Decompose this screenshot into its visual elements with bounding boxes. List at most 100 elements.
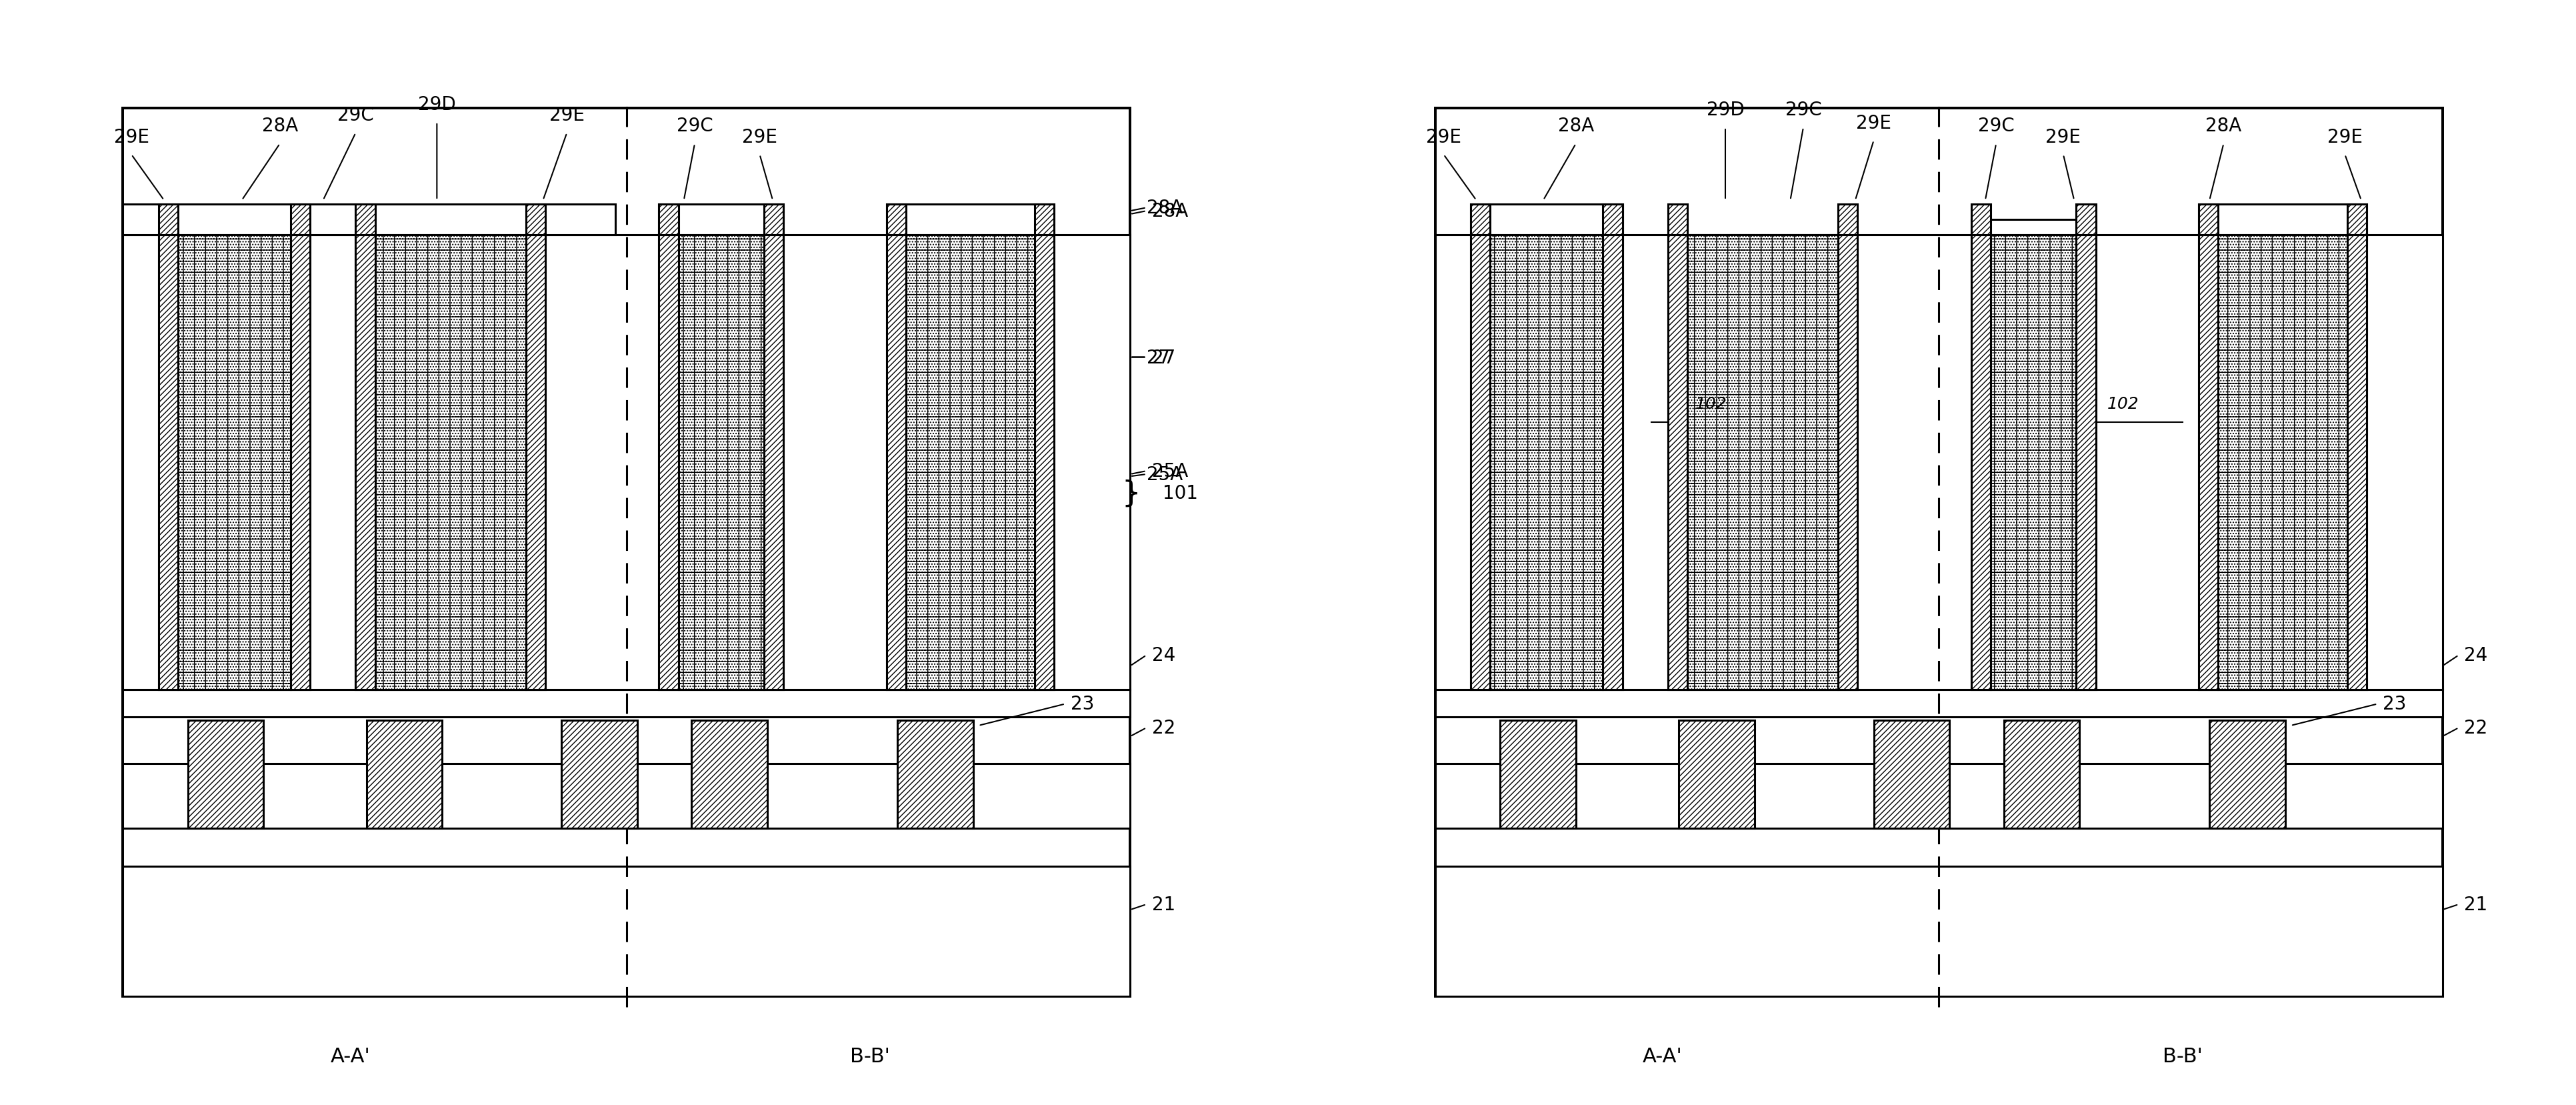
Bar <box>1435 235 2442 690</box>
Bar <box>1435 690 2442 717</box>
Bar <box>2347 204 2367 235</box>
Bar <box>124 108 1131 997</box>
Bar <box>2200 235 2218 690</box>
Bar <box>1602 204 1623 235</box>
Bar <box>886 235 1054 690</box>
Text: 29C: 29C <box>677 117 714 136</box>
Bar <box>1991 235 2076 690</box>
Text: 23: 23 <box>1072 695 1095 714</box>
Text: 29C: 29C <box>1785 101 1821 119</box>
Text: 29C: 29C <box>1978 117 2014 136</box>
Text: 28A: 28A <box>2205 117 2241 136</box>
Text: B-B': B-B' <box>850 1046 891 1065</box>
Text: 29D: 29D <box>417 95 456 114</box>
Bar <box>1680 720 1754 829</box>
Bar <box>2004 720 2079 829</box>
Text: 24: 24 <box>1151 646 1175 665</box>
Bar <box>355 204 376 235</box>
Bar <box>1971 235 2097 690</box>
Bar <box>2218 235 2347 690</box>
Bar <box>1036 235 1054 690</box>
Bar <box>160 235 178 690</box>
Text: 102: 102 <box>1695 396 1726 412</box>
Bar <box>2200 204 2367 235</box>
Text: A-A': A-A' <box>1643 1046 1682 1065</box>
Bar <box>1435 764 2442 829</box>
Bar <box>2347 235 2367 690</box>
Bar <box>886 204 907 235</box>
Bar <box>124 235 1131 690</box>
Text: 21: 21 <box>1151 895 1175 914</box>
Text: 101: 101 <box>1162 484 1198 503</box>
Bar <box>1492 235 1602 690</box>
Bar <box>1435 108 2442 997</box>
Bar <box>188 720 263 829</box>
Text: 29C: 29C <box>337 106 374 125</box>
Bar <box>526 204 546 235</box>
Text: 28A: 28A <box>263 117 299 136</box>
Bar <box>886 204 1054 235</box>
Text: 29E: 29E <box>742 128 778 146</box>
Text: 25A: 25A <box>1146 465 1182 484</box>
Bar <box>355 235 546 690</box>
Bar <box>124 690 1131 717</box>
Bar <box>2200 235 2367 690</box>
Text: 29E: 29E <box>1427 128 1461 146</box>
Bar <box>765 235 783 690</box>
Text: 22: 22 <box>2465 718 2488 737</box>
Bar <box>1471 235 1623 690</box>
Text: 27: 27 <box>1146 348 1170 367</box>
Bar <box>659 235 677 690</box>
Bar <box>1667 235 1857 690</box>
Bar <box>124 204 616 235</box>
Bar <box>765 204 783 235</box>
Bar <box>1971 220 2097 235</box>
Bar <box>160 204 178 235</box>
Bar <box>1036 204 1054 235</box>
Text: 29E: 29E <box>1857 114 1891 133</box>
Text: 29D: 29D <box>1705 101 1744 119</box>
Bar <box>1687 235 1837 690</box>
Bar <box>562 720 636 829</box>
Bar <box>124 866 1131 997</box>
Text: 25A: 25A <box>1151 462 1188 481</box>
Bar <box>178 235 291 690</box>
Bar <box>896 720 974 829</box>
Text: 22: 22 <box>1151 718 1175 737</box>
Bar <box>2210 720 2285 829</box>
Text: 27: 27 <box>1151 348 1175 367</box>
Bar <box>160 235 309 690</box>
Bar <box>1471 235 1492 690</box>
Text: 23: 23 <box>2383 695 2406 714</box>
Bar <box>2200 204 2218 235</box>
Bar <box>659 204 783 235</box>
Text: 28A: 28A <box>1146 199 1182 218</box>
Bar <box>1837 235 1857 690</box>
Bar <box>1667 235 1687 690</box>
Bar <box>659 204 677 235</box>
Bar <box>376 235 526 690</box>
Text: 28A: 28A <box>1151 202 1188 221</box>
Bar <box>690 720 768 829</box>
Bar <box>1971 235 1991 690</box>
Text: 21: 21 <box>2465 895 2488 914</box>
Bar <box>1667 204 1687 235</box>
Bar <box>1471 204 1623 235</box>
Text: A-A': A-A' <box>330 1046 371 1065</box>
Bar <box>677 235 765 690</box>
Text: 29E: 29E <box>2326 128 2362 146</box>
Bar <box>526 235 546 690</box>
Bar <box>2076 204 2097 235</box>
Bar <box>1837 204 1857 235</box>
Bar <box>659 235 783 690</box>
Bar <box>291 235 309 690</box>
Text: 29E: 29E <box>2045 128 2081 146</box>
Bar <box>907 235 1036 690</box>
Bar <box>366 720 443 829</box>
Text: 28A: 28A <box>1558 117 1595 136</box>
Bar <box>1873 720 1950 829</box>
Bar <box>291 204 309 235</box>
Bar <box>886 235 907 690</box>
Bar <box>1435 866 2442 997</box>
Bar <box>355 235 376 690</box>
